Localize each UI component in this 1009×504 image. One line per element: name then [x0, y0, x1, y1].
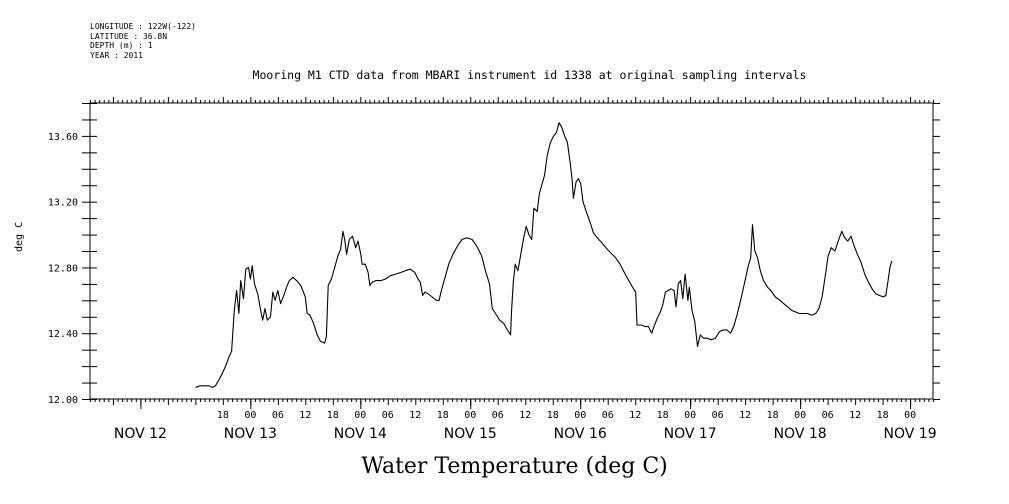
x-hour-tick-label: 18 — [877, 410, 889, 421]
x-day-label: NOV 15 — [444, 426, 497, 442]
x-axis: 18 00 06 12 18 00 06 12 18 00 06 12 18 00 06 12 18 00 06 12… — [90, 97, 937, 442]
x-day-label: NOV 12 — [114, 426, 167, 442]
x-hour-tick-label: 06 — [382, 410, 394, 421]
x-hour-tick-label: 00 — [904, 410, 916, 421]
x-axis-title: Water Temperature (deg C) — [361, 454, 668, 479]
x-day-label: NOV 14 — [334, 426, 387, 442]
x-hour-tick-label: 12 — [849, 410, 861, 421]
series-line-water-temperature — [195, 122, 893, 389]
y-tick-label: 12.00 — [48, 395, 78, 406]
x-hour-tick-label: 00 — [464, 410, 476, 421]
x-day-label: NOV 17 — [664, 426, 717, 442]
y-tick-label: 13.20 — [48, 198, 78, 209]
x-hour-tick-label: 00 — [244, 410, 256, 421]
x-hour-tick-label: 06 — [272, 410, 284, 421]
year-label: YEAR : 2011 — [90, 50, 143, 60]
x-day-label: NOV 13 — [224, 426, 277, 442]
latitude-label: LATITUDE : 36.8N — [90, 31, 168, 41]
series-layer — [195, 122, 893, 389]
plot-frame — [89, 102, 934, 400]
depth-label: DEPTH (m) : 1 — [90, 41, 153, 50]
x-hour-tick-label: 00 — [574, 410, 586, 421]
x-hour-tick-label: 18 — [657, 410, 669, 421]
x-hour-tick-label: 18 — [437, 410, 449, 421]
chart-title: Mooring M1 CTD data from MBARI instrumen… — [252, 68, 807, 82]
longitude-label: LONGITUDE : 122W(-122) — [90, 22, 196, 31]
x-day-label: NOV 16 — [554, 426, 607, 442]
x-hour-tick-label: 18 — [547, 410, 559, 421]
x-hour-tick-label: 18 — [327, 410, 339, 421]
x-hour-tick-label: 00 — [684, 410, 696, 421]
x-hour-tick-label: 06 — [822, 410, 834, 421]
x-hour-tick-label: 12 — [299, 410, 311, 421]
y-tick-label: 12.40 — [48, 329, 78, 340]
x-hour-tick-label: 00 — [794, 410, 806, 421]
x-hour-tick-label: 18 — [767, 410, 779, 421]
metadata-block: LONGITUDE : 122W(-122) LATITUDE : 36.8N … — [90, 22, 196, 60]
x-hour-tick-label: 18 — [217, 410, 229, 421]
x-hour-tick-label: 12 — [409, 410, 421, 421]
x-hour-tick-label: 12 — [519, 410, 531, 421]
x-day-label: NOV 18 — [774, 426, 827, 442]
y-axis: 12.00 12.40 12.80 13.20 13.60 — [48, 103, 940, 406]
plot-border — [89, 102, 934, 400]
x-hour-tick-label: 06 — [602, 410, 614, 421]
x-hour-tick-label: 06 — [712, 410, 724, 421]
x-day-label: NOV 19 — [884, 426, 937, 442]
x-hour-tick-label: 06 — [492, 410, 504, 421]
y-tick-label: 13.60 — [48, 132, 78, 143]
x-hour-tick-label: 00 — [354, 410, 366, 421]
y-tick-label: 12.80 — [48, 263, 78, 274]
x-hour-tick-label: 12 — [739, 410, 751, 421]
x-hour-tick-label: 12 — [629, 410, 641, 421]
